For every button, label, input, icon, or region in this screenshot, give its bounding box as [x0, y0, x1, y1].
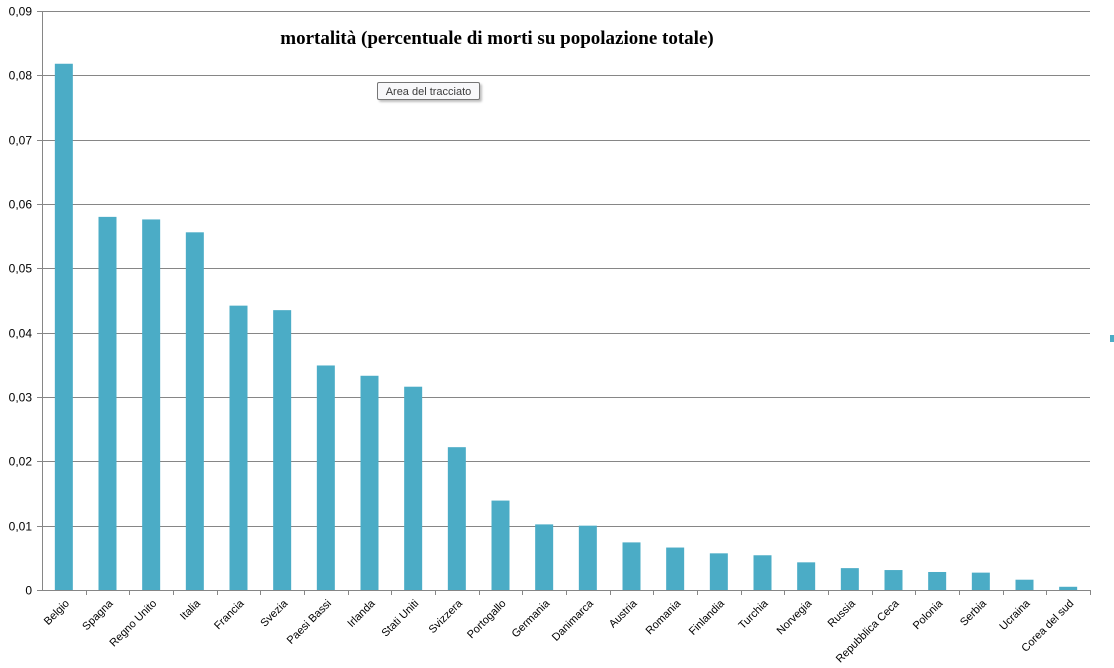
y-tick-label: 0,07: [9, 134, 33, 148]
y-tick-label: 0,02: [9, 455, 33, 469]
x-tick-label: Irlanda: [345, 597, 378, 630]
bar: [622, 542, 641, 590]
x-tick-label: Paesi Bassi: [285, 598, 334, 647]
bar: [142, 219, 161, 590]
legend-marker: [1110, 335, 1114, 342]
bar: [535, 524, 554, 590]
bar: [971, 572, 990, 590]
bar: [884, 570, 903, 590]
x-tick-label: Danimarca: [550, 597, 597, 644]
bar: [404, 386, 423, 590]
y-tick-label: 0,03: [9, 391, 33, 405]
x-tick-label: Svezia: [258, 597, 290, 629]
x-tick-label: Italia: [178, 597, 204, 623]
x-tick-label: Romania: [644, 597, 684, 637]
x-tick-label: Francia: [212, 597, 247, 632]
bar: [797, 562, 816, 590]
x-tick-label: Svizzera: [427, 597, 466, 636]
x-tick-label: Belgio: [42, 598, 72, 628]
x-tick-label: Spagna: [80, 597, 116, 633]
x-tick-label: Norvegia: [775, 597, 815, 637]
bar: [840, 568, 859, 590]
y-tick-label: 0,05: [9, 262, 33, 276]
bar: [98, 216, 117, 590]
bar: [229, 305, 248, 590]
bar: [360, 375, 379, 590]
bar: [185, 232, 204, 590]
y-tick-label: 0,09: [9, 5, 33, 19]
x-tick-label: Russia: [826, 597, 859, 630]
x-tick-label: Polonia: [911, 597, 946, 632]
x-tick-label: Stati Uniti: [380, 598, 422, 640]
bar: [491, 500, 510, 590]
bar: [709, 553, 728, 590]
y-tick-label: 0,04: [9, 327, 33, 341]
x-tick-label: Germania: [510, 597, 553, 640]
bar: [753, 555, 772, 590]
bar: [578, 525, 597, 590]
bar: [666, 547, 685, 590]
bar: [447, 447, 466, 590]
chart-title: mortalità (percentuale di morti su popol…: [280, 28, 713, 49]
bar: [316, 365, 335, 590]
x-tick-label: Turchia: [736, 597, 771, 632]
x-tick-label: Finlandia: [687, 597, 728, 638]
x-tick-label: Portogallo: [465, 598, 509, 642]
x-tick-label: Ucraina: [997, 597, 1033, 633]
y-tick-label: 0,08: [9, 69, 33, 83]
x-tick-label: Serbia: [958, 597, 990, 629]
plot-area-tooltip: Area del tracciato: [377, 82, 480, 100]
x-tick-label: Regno Unito: [108, 598, 160, 650]
x-tick-label: Austria: [607, 597, 640, 630]
bar: [1059, 586, 1078, 590]
bar: [1015, 579, 1034, 590]
bar: [54, 63, 73, 590]
bar: [928, 571, 947, 590]
bar: [273, 310, 292, 590]
y-tick-label: 0: [25, 584, 32, 598]
y-tick-label: 0,01: [9, 520, 33, 534]
y-tick-label: 0,06: [9, 198, 33, 212]
